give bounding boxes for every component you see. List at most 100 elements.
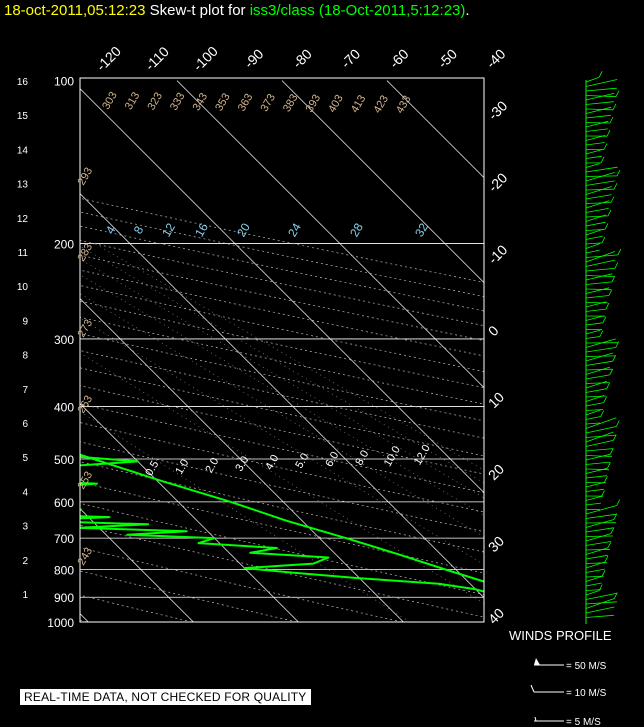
wind-barb bbox=[585, 194, 612, 200]
wind-barb bbox=[585, 188, 615, 191]
wind-barb-flag bbox=[613, 513, 618, 520]
wind-barb bbox=[585, 561, 606, 569]
wind-barb-flag bbox=[607, 209, 612, 217]
pressure-tick-1000: 1000 bbox=[47, 616, 74, 630]
wind-barb bbox=[585, 273, 613, 281]
wind-barb bbox=[585, 322, 603, 326]
top-temp-label--110: -110 bbox=[142, 43, 173, 74]
moist-label-8.0: 8.0 bbox=[353, 448, 371, 467]
pressure-tick-700: 700 bbox=[54, 532, 74, 546]
wind-barb bbox=[585, 249, 600, 254]
wind-barb bbox=[585, 416, 601, 420]
dry-adiabat-label-373: 373 bbox=[258, 92, 278, 114]
dry-adiabat bbox=[80, 570, 297, 622]
wind-barb bbox=[585, 114, 611, 119]
wind-legend: = 50 M/S = 10 M/S = 5 M/S bbox=[530, 658, 607, 727]
wind-legend-label: = 50 M/S bbox=[566, 661, 607, 672]
wind-barb bbox=[585, 541, 611, 546]
dry-adiabat-label-353: 353 bbox=[213, 91, 233, 113]
dry-adiabat-label-403: 403 bbox=[326, 93, 346, 115]
wind-barb bbox=[585, 598, 615, 609]
wind-barb-flag bbox=[606, 382, 611, 389]
height-tick-4: 4 bbox=[22, 487, 28, 498]
wind-barb bbox=[585, 554, 608, 560]
wind-barb-flag bbox=[611, 275, 616, 283]
wind-barb-flag bbox=[613, 183, 618, 190]
mixing-ratio-label-24: 24 bbox=[285, 220, 304, 239]
wind-barb bbox=[585, 166, 618, 173]
mixing-ratio-label-12: 12 bbox=[159, 220, 178, 239]
mixing-ratio-label-16: 16 bbox=[192, 220, 211, 239]
wind-barb bbox=[585, 440, 614, 447]
wind-barb bbox=[585, 275, 615, 277]
wind-barb-flag bbox=[605, 302, 610, 310]
wind-barb bbox=[585, 422, 601, 425]
top-temp-label--90: -90 bbox=[241, 46, 267, 72]
title-prefix: Skew-t plot for bbox=[149, 2, 246, 19]
isotherm bbox=[281, 80, 484, 284]
wind-barb-flag bbox=[616, 169, 621, 177]
wind-barb bbox=[585, 287, 610, 294]
height-tick-8: 8 bbox=[22, 351, 28, 362]
dry-adiabat bbox=[80, 403, 484, 494]
wind-barb bbox=[585, 496, 602, 501]
wind-barb-flag bbox=[600, 410, 605, 417]
mixing-ratio-label-8: 8 bbox=[131, 223, 147, 236]
wind-legend-half-barb bbox=[534, 716, 537, 722]
height-tick-5: 5 bbox=[22, 453, 28, 464]
wind-barb bbox=[585, 259, 616, 267]
wind-barb bbox=[585, 214, 607, 222]
top-temp-label--70: -70 bbox=[338, 46, 364, 72]
wind-barb bbox=[585, 614, 614, 618]
wind-barb bbox=[585, 562, 608, 564]
wind-barb-flag bbox=[603, 396, 608, 403]
wind-barb bbox=[585, 519, 615, 528]
isotherm bbox=[386, 80, 484, 179]
wind-barb bbox=[585, 215, 609, 218]
wind-barb bbox=[585, 388, 607, 393]
chart-title: 18-oct-2011,05:12:23 Skew-t plot for iss… bbox=[4, 2, 470, 19]
wind-barb-flag bbox=[610, 527, 615, 534]
height-tick-15: 15 bbox=[17, 111, 29, 122]
wind-barb bbox=[585, 548, 611, 551]
wind-barb bbox=[585, 108, 614, 111]
wind-barb-flag bbox=[609, 448, 614, 455]
wind-barb bbox=[585, 200, 610, 209]
wind-barb bbox=[585, 308, 606, 312]
wind-barb-flag bbox=[612, 434, 617, 441]
wind-barb bbox=[585, 455, 613, 457]
wind-barb bbox=[585, 402, 604, 407]
height-tick-2: 2 bbox=[22, 556, 28, 567]
wind-barb-flag bbox=[606, 130, 611, 137]
wind-barb bbox=[585, 352, 613, 362]
wind-barb-flag bbox=[616, 499, 621, 506]
wind-barb bbox=[585, 338, 616, 348]
wind-barb bbox=[585, 155, 602, 159]
isotherm bbox=[176, 80, 484, 389]
dry-adiabat-label-413: 413 bbox=[349, 93, 369, 115]
right-temp-label-30: 30 bbox=[485, 533, 507, 555]
dry-adiabat bbox=[80, 594, 192, 622]
dry-adiabat-label-333: 333 bbox=[168, 91, 188, 113]
wind-barb bbox=[585, 79, 618, 87]
right-temp-label-0: 0 bbox=[485, 322, 502, 339]
top-temp-label--60: -60 bbox=[386, 46, 412, 72]
wind-barb bbox=[585, 87, 617, 92]
wind-barb bbox=[585, 251, 616, 263]
wind-barb bbox=[585, 242, 603, 245]
wind-barb bbox=[585, 505, 617, 515]
wind-barb bbox=[585, 547, 609, 555]
wind-barb bbox=[585, 208, 609, 213]
wind-barb bbox=[585, 475, 607, 479]
moist-label-4.0: 4.0 bbox=[263, 453, 281, 472]
wind-barb bbox=[585, 513, 617, 519]
wind-barb-flag bbox=[598, 584, 603, 591]
wind-barb bbox=[585, 488, 604, 492]
dry-adiabat bbox=[80, 225, 484, 312]
wind-barb bbox=[585, 382, 610, 384]
wind-barb-flag bbox=[612, 103, 617, 110]
wind-barb bbox=[585, 295, 609, 299]
wind-barb bbox=[585, 355, 616, 357]
isotherm bbox=[80, 298, 404, 622]
